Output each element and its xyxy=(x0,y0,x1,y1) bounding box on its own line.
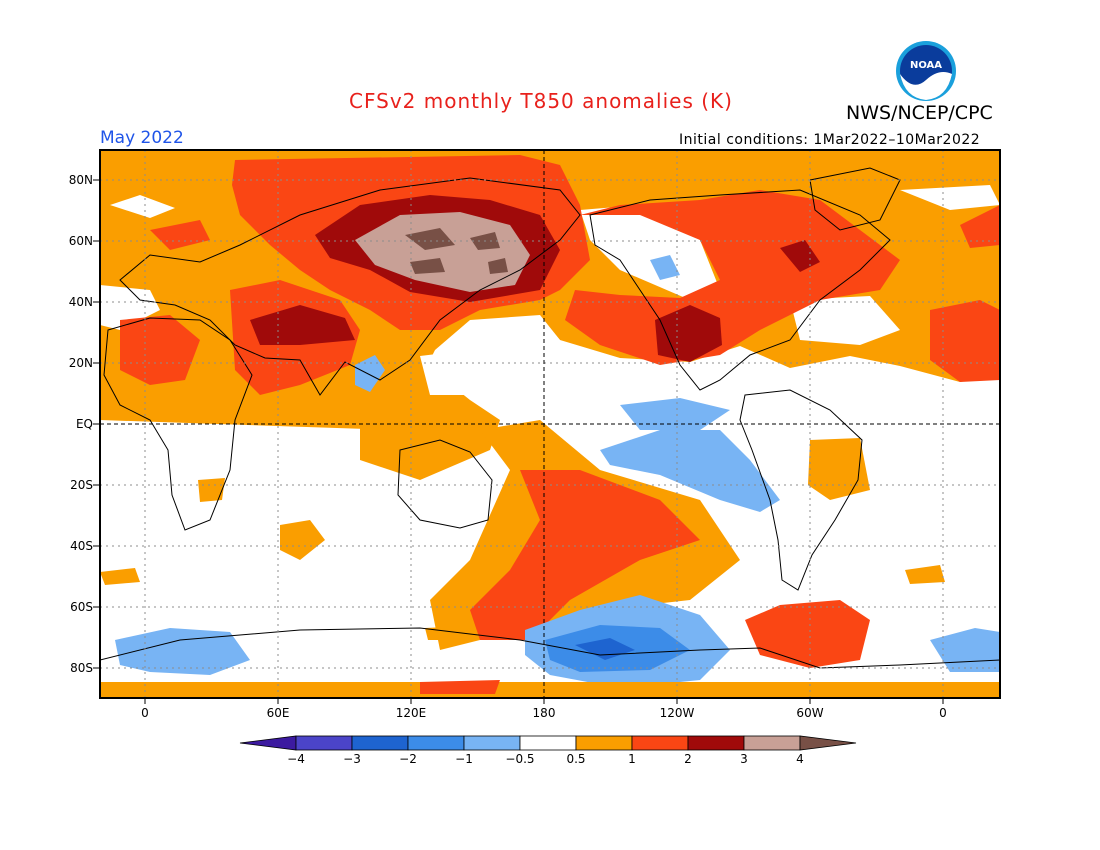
noaa-logo: NOAA xyxy=(896,41,956,101)
lon-label: 0 xyxy=(141,706,149,720)
anomaly-region xyxy=(960,205,1000,248)
anomaly-region xyxy=(100,682,1000,698)
colorbar-segment xyxy=(519,735,577,751)
colorbar-segment xyxy=(407,735,465,751)
anomaly-region xyxy=(100,285,160,330)
anomaly-region xyxy=(745,600,870,668)
anomaly-region xyxy=(600,430,780,512)
colorbar-label: 0.5 xyxy=(566,752,586,766)
lon-label: 180 xyxy=(532,706,556,720)
lat-label: 60S xyxy=(70,600,93,614)
agency-label: NWS/NCEP/CPC xyxy=(846,102,993,124)
lon-label: 0 xyxy=(939,706,947,720)
anomaly-region xyxy=(905,565,945,584)
anomaly-region xyxy=(580,205,720,300)
lat-label: 60N xyxy=(68,234,93,248)
colorbar-label: 4 xyxy=(796,752,804,766)
anomaly-region xyxy=(150,220,210,250)
colorbar-segment xyxy=(463,735,521,751)
lon-label: 120E xyxy=(395,706,427,720)
axis-ticks xyxy=(93,179,944,704)
forecast-month: May 2022 xyxy=(100,128,184,148)
colorbar-label: −2 xyxy=(399,752,417,766)
anomaly-region xyxy=(355,355,385,392)
lat-label: 20S xyxy=(70,478,93,492)
lat-label: EQ xyxy=(75,417,93,431)
colorbar-segment xyxy=(799,735,857,751)
reference-lines xyxy=(100,150,1000,698)
anomaly-region xyxy=(355,212,530,292)
anomaly-region xyxy=(198,478,225,502)
colorbar-label: 2 xyxy=(684,752,692,766)
anomaly-region xyxy=(808,438,870,500)
coastlines xyxy=(100,167,1000,669)
colorbar-label: −4 xyxy=(287,752,305,766)
anomaly-region xyxy=(655,305,722,362)
anomaly-region xyxy=(405,228,455,250)
lat-label: 40N xyxy=(68,295,93,309)
lon-label: 60W xyxy=(796,706,824,720)
anomaly-region xyxy=(565,190,900,365)
anomaly-region xyxy=(420,350,560,395)
anomaly-region xyxy=(470,470,700,640)
colorbar-label: −1 xyxy=(455,752,473,766)
colorbar-segment xyxy=(239,735,297,751)
map-title: CFSv2 monthly T850 anomalies (K) xyxy=(349,89,733,113)
lon-label: 60E xyxy=(266,706,290,720)
colorbar-segment xyxy=(687,735,745,751)
colorbar-label: 3 xyxy=(740,752,748,766)
lat-label: 40S xyxy=(70,539,93,553)
anomaly-region xyxy=(280,520,325,560)
initial-conditions: Initial conditions: 1Mar2022–10Mar2022 xyxy=(679,132,981,148)
anomaly-region xyxy=(488,258,508,274)
lon-label: 120W xyxy=(659,706,695,720)
anomaly-region xyxy=(790,296,900,345)
anomaly-region xyxy=(100,568,140,585)
anomaly-region xyxy=(120,315,200,385)
colorbar-segment xyxy=(295,735,353,751)
anomaly-region xyxy=(420,680,500,694)
anomaly-region xyxy=(110,195,175,218)
colorbar-segment xyxy=(351,735,409,751)
lat-label: 20N xyxy=(68,356,93,370)
colorbar-label: −3 xyxy=(343,752,361,766)
anomaly-region xyxy=(650,255,680,280)
colorbar-segment xyxy=(631,735,689,751)
anomaly-region xyxy=(470,315,560,345)
graticule xyxy=(100,150,1000,698)
colorbar-label: −0.5 xyxy=(505,752,535,766)
lat-label: 80S xyxy=(70,661,93,675)
colorbar-segment xyxy=(743,735,801,751)
anomaly-region xyxy=(620,398,730,430)
anomaly-region xyxy=(900,185,1000,210)
colorbar-segment xyxy=(575,735,633,751)
svg-text:NOAA: NOAA xyxy=(910,60,942,71)
anomaly-region xyxy=(930,300,1000,382)
anomaly-region xyxy=(410,258,445,274)
anomaly-region xyxy=(250,305,355,345)
lat-label: 80N xyxy=(68,173,93,187)
colorbar-label: 1 xyxy=(628,752,636,766)
anomaly-region xyxy=(115,628,250,675)
